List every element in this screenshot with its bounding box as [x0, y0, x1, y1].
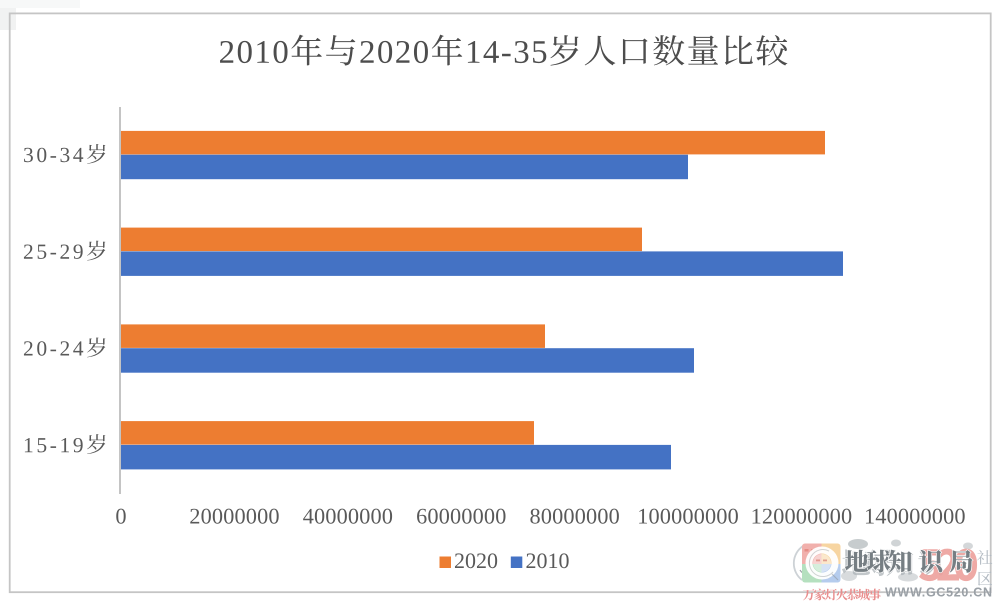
- svg-text:WWW.GC520.CN: WWW.GC520.CN: [885, 586, 993, 600]
